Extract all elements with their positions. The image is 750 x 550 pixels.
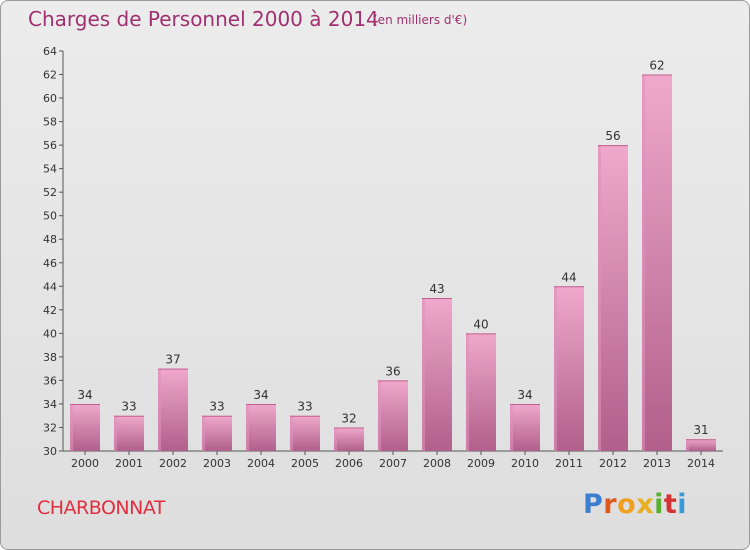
x-tick-label: 2000 xyxy=(71,457,99,470)
bar xyxy=(642,74,672,451)
data-label: 33 xyxy=(297,400,312,414)
y-tick-label: 54 xyxy=(43,163,57,176)
x-tick-label: 2009 xyxy=(467,457,495,470)
data-label: 44 xyxy=(561,270,576,284)
bar-highlight xyxy=(510,403,513,451)
bar-highlight xyxy=(466,333,469,451)
x-tick-label: 2005 xyxy=(291,457,319,470)
x-tick-label: 2010 xyxy=(511,457,539,470)
bar-highlight xyxy=(642,74,645,451)
proxiti-logo[interactable]: Proxiti xyxy=(583,489,687,520)
logo-letter: x xyxy=(636,489,655,520)
bar xyxy=(598,145,628,451)
bar-highlight xyxy=(202,415,205,451)
x-tick-label: 2003 xyxy=(203,457,231,470)
y-tick-label: 62 xyxy=(43,69,57,82)
bar-highlight xyxy=(378,380,381,451)
y-tick-label: 60 xyxy=(43,92,57,105)
bar xyxy=(422,298,452,451)
y-tick-label: 58 xyxy=(43,116,57,129)
y-tick-label: 38 xyxy=(43,351,57,364)
bar xyxy=(290,415,320,451)
bar-highlight xyxy=(70,403,73,451)
bar-highlight xyxy=(290,415,293,451)
bar xyxy=(510,403,540,451)
x-tick-label: 2013 xyxy=(643,457,671,470)
data-label: 36 xyxy=(385,364,400,378)
data-label: 62 xyxy=(649,59,664,73)
bar-highlight xyxy=(422,298,425,451)
logo-letter: i xyxy=(654,489,664,520)
bar xyxy=(202,415,232,451)
data-label: 37 xyxy=(165,353,180,367)
bar xyxy=(158,368,188,451)
data-label: 40 xyxy=(473,317,488,331)
chart-title: Charges de Personnel 2000 à 2014 xyxy=(28,7,379,31)
data-label: 34 xyxy=(77,388,92,402)
x-tick-label: 2012 xyxy=(599,457,627,470)
y-tick-label: 40 xyxy=(43,327,57,340)
bar-highlight xyxy=(686,439,689,451)
data-label: 33 xyxy=(121,400,136,414)
bar-highlight xyxy=(334,427,337,451)
logo-letter: t xyxy=(663,489,678,520)
bar-highlight xyxy=(158,368,161,451)
x-tick-label: 2001 xyxy=(115,457,143,470)
x-tick-label: 2008 xyxy=(423,457,451,470)
bar xyxy=(554,286,584,451)
data-label: 43 xyxy=(429,282,444,296)
y-tick-label: 34 xyxy=(43,398,57,411)
y-tick-label: 56 xyxy=(43,139,57,152)
x-tick-label: 2011 xyxy=(555,457,583,470)
bar xyxy=(686,439,716,451)
x-tick-label: 2002 xyxy=(159,457,187,470)
commune-name: CHARBONNAT xyxy=(37,497,165,519)
y-tick-label: 32 xyxy=(43,421,57,434)
bar-highlight xyxy=(246,403,249,451)
logo-letter: o xyxy=(617,489,637,520)
bar xyxy=(334,427,364,451)
x-tick-label: 2007 xyxy=(379,457,407,470)
data-label: 32 xyxy=(341,411,356,425)
bar xyxy=(70,403,100,451)
x-tick-label: 2014 xyxy=(687,457,715,470)
data-label: 33 xyxy=(209,400,224,414)
data-label: 34 xyxy=(517,388,532,402)
x-tick-label: 2006 xyxy=(335,457,363,470)
y-tick-label: 36 xyxy=(43,374,57,387)
bar xyxy=(246,403,276,451)
y-tick-label: 30 xyxy=(43,445,57,458)
y-tick-label: 42 xyxy=(43,304,57,317)
bar xyxy=(114,415,144,451)
bar-highlight xyxy=(554,286,557,451)
data-label: 34 xyxy=(253,388,268,402)
data-label: 31 xyxy=(693,423,708,437)
logo-letter: r xyxy=(603,489,618,520)
bar-highlight xyxy=(598,145,601,451)
y-tick-label: 48 xyxy=(43,233,57,246)
chart-subtitle: (en milliers d'€) xyxy=(373,13,468,27)
bar xyxy=(378,380,408,451)
bar-highlight xyxy=(114,415,117,451)
y-tick-label: 50 xyxy=(43,210,57,223)
logo-letter: i xyxy=(677,489,688,520)
bar xyxy=(466,333,496,451)
logo-letter: P xyxy=(583,489,604,520)
x-tick-label: 2004 xyxy=(247,457,275,470)
y-tick-label: 44 xyxy=(43,280,57,293)
data-label: 56 xyxy=(605,129,620,143)
y-tick-label: 52 xyxy=(43,186,57,199)
y-tick-label: 64 xyxy=(43,45,57,58)
y-tick-label: 46 xyxy=(43,257,57,270)
